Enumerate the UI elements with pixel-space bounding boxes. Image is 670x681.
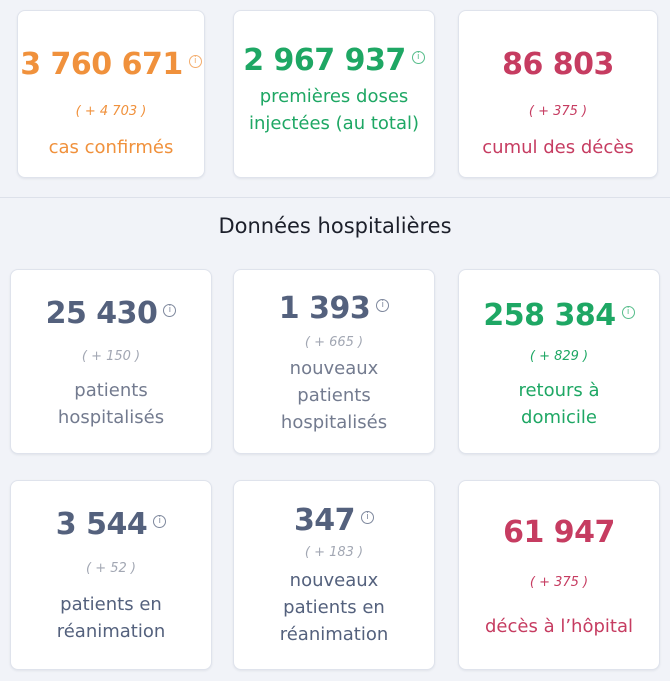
card-delta: ( + 375 ) bbox=[528, 104, 588, 119]
card-value: 347 i bbox=[234, 503, 434, 538]
card-patients-reanimation: 3 544 i ( + 52 ) patients en réanimation bbox=[10, 480, 212, 670]
card-nouveaux-reanimation: 347 i ( + 183 ) nouveaux patients en réan… bbox=[233, 480, 435, 670]
card-delta: ( + 4 703 ) bbox=[75, 104, 147, 119]
card-delta: ( + 829 ) bbox=[529, 349, 589, 364]
card-label: patients hospitalisés bbox=[57, 380, 165, 428]
card-value: 1 393 i bbox=[234, 291, 434, 326]
card-retours-domicile: 258 384 i ( + 829 ) retours à domicile bbox=[458, 269, 660, 454]
card-value: 61 947 bbox=[503, 515, 615, 550]
card-deces-hopital: 61 947 ( + 375 ) décès à l’hôpital bbox=[458, 480, 660, 670]
info-icon[interactable]: i bbox=[153, 515, 167, 528]
card-label: premières doses injectées (au total) bbox=[248, 86, 420, 134]
card-label: nouveaux patients hospitalisés bbox=[280, 358, 388, 433]
card-value: 86 803 bbox=[502, 47, 614, 82]
card-label: nouveaux patients en réanimation bbox=[279, 570, 389, 645]
section-title: Données hospitalières bbox=[218, 214, 452, 238]
card-cumul-deces: 86 803 ( + 375 ) cumul des décès bbox=[458, 10, 658, 178]
card-value: 3 760 671 i bbox=[18, 47, 204, 82]
card-delta: ( + 665 ) bbox=[304, 335, 364, 350]
info-icon[interactable]: i bbox=[361, 511, 375, 524]
card-value: 25 430 i bbox=[11, 296, 211, 331]
info-icon[interactable]: i bbox=[163, 304, 177, 317]
card-cas-confirmes: 3 760 671 i ( + 4 703 ) cas confirmés bbox=[17, 10, 205, 178]
info-icon[interactable]: i bbox=[411, 51, 425, 64]
card-label: décès à l’hôpital bbox=[485, 616, 633, 637]
info-icon[interactable]: i bbox=[188, 55, 202, 68]
section-divider bbox=[0, 197, 670, 198]
card-value: 258 384 i bbox=[459, 298, 659, 333]
info-icon[interactable]: i bbox=[621, 306, 635, 319]
card-premieres-doses: 2 967 937 i premières doses injectées (au… bbox=[233, 10, 435, 178]
card-label: cas confirmés bbox=[48, 137, 174, 158]
card-delta: ( + 52 ) bbox=[86, 561, 136, 576]
card-label: patients en réanimation bbox=[56, 594, 166, 642]
card-delta: ( + 183 ) bbox=[304, 545, 364, 560]
card-delta: ( + 150 ) bbox=[81, 349, 141, 364]
info-icon[interactable]: i bbox=[376, 299, 390, 312]
card-label: cumul des décès bbox=[482, 137, 634, 158]
card-label: retours à domicile bbox=[518, 380, 600, 428]
card-value: 3 544 i bbox=[11, 507, 211, 542]
card-patients-hospitalises: 25 430 i ( + 150 ) patients hospitalisés bbox=[10, 269, 212, 454]
card-nouveaux-hospitalises: 1 393 i ( + 665 ) nouveaux patients hospi… bbox=[233, 269, 435, 454]
card-value: 2 967 937 i bbox=[234, 43, 434, 78]
card-delta: ( + 375 ) bbox=[529, 575, 589, 590]
